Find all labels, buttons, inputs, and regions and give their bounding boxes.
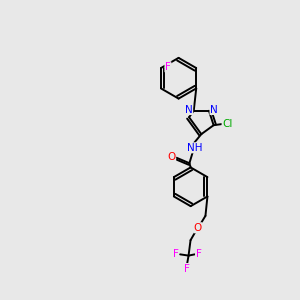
Text: F: F [173,249,178,259]
Text: F: F [184,263,190,274]
Text: Cl: Cl [222,119,232,129]
Text: O: O [167,152,176,162]
Text: O: O [194,223,202,233]
Text: F: F [165,62,171,72]
Text: F: F [196,249,201,259]
Text: N: N [185,104,193,115]
Text: NH: NH [187,143,202,153]
Text: N: N [210,104,218,115]
